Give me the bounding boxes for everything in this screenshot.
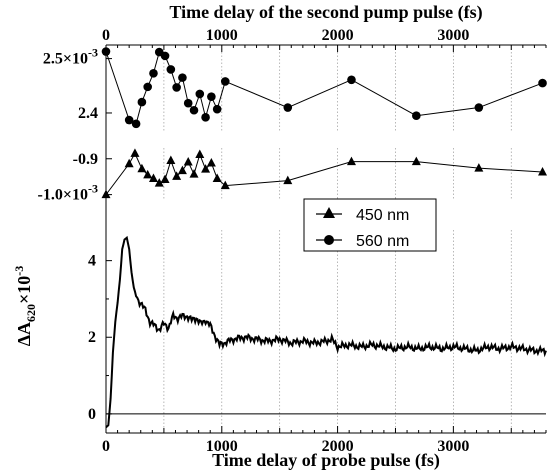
- bottom-y-tick-label: 0: [88, 406, 96, 423]
- data-point-triangle: [172, 171, 182, 180]
- bottom-y-ticks: 0 2 4: [88, 253, 112, 423]
- data-point-circle: [166, 65, 176, 74]
- data-point-triangle: [201, 164, 211, 173]
- data-point-triangle: [166, 155, 176, 165]
- data-point-triangle: [195, 149, 205, 158]
- data-point-circle: [124, 115, 134, 125]
- data-point-circle: [347, 75, 356, 85]
- data-point-triangle: [283, 175, 293, 185]
- data-point-triangle: [177, 165, 187, 175]
- data-point-circle: [172, 83, 181, 92]
- data-point-circle: [149, 68, 158, 78]
- bottom-x-ticks: 0 1000 2000 3000: [102, 426, 547, 455]
- series-line: [105, 51, 543, 125]
- top-grid: [163, 45, 512, 132]
- top-x-ticks: 0 1000 2000 3000: [102, 27, 547, 52]
- top-panel: Time delay of the second pump pulse (fs)…: [43, 2, 547, 132]
- y-tick-label: -0.9: [73, 151, 98, 168]
- data-point-triangle: [206, 158, 216, 167]
- middle-panel: -0.9 -1.0×10-3: [38, 148, 548, 204]
- top-x-tick-label: 2000: [322, 27, 354, 44]
- data-point-triangle: [220, 180, 230, 190]
- legend-label-560nm: 560 nm: [356, 233, 409, 250]
- data-point-circle: [137, 97, 147, 107]
- bottom-x-tick-label: 1000: [206, 438, 238, 455]
- bottom-grid: [163, 230, 512, 433]
- data-point-circle: [412, 111, 421, 120]
- middle-grid: [163, 148, 512, 200]
- data-point-triangle: [411, 156, 421, 166]
- data-point-triangle: [183, 156, 193, 166]
- data-point-triangle: [124, 158, 134, 168]
- data-point-triangle: [137, 163, 147, 173]
- top-x-tick-label: 3000: [437, 27, 469, 44]
- data-point-triangle: [189, 169, 199, 178]
- legend: 450 nm 560 nm: [303, 198, 437, 252]
- top-y-ticks: 2.4 2.5×10-3: [43, 46, 112, 122]
- data-point-triangle: [212, 173, 222, 182]
- data-point-triangle: [160, 174, 170, 184]
- top-x-tick-label: 0: [102, 27, 110, 44]
- data-point-circle: [195, 89, 205, 99]
- bottom-trace: [105, 235, 547, 429]
- data-point-circle: [189, 105, 199, 115]
- legend-circle-marker: [324, 235, 334, 245]
- legend-box: [303, 198, 437, 252]
- data-point-triangle: [538, 167, 548, 176]
- data-point-triangle: [474, 163, 484, 172]
- bottom-panel: 0 1000 2000 3000 0 2 4 Time delay of probe pu…: [12, 45, 547, 471]
- data-point-triangle: [346, 156, 356, 166]
- bottom-x-tick-label: 2000: [322, 438, 354, 455]
- data-point-circle: [212, 104, 222, 114]
- y-tick-label: 2.5×10-3: [43, 46, 98, 68]
- data-point-circle: [201, 113, 210, 122]
- data-point-circle: [183, 98, 193, 108]
- bottom-x-axis-title: Time delay of probe pulse (fs): [212, 450, 440, 471]
- y-tick-label: -1.0×10-3: [38, 182, 98, 204]
- data-point-triangle: [143, 169, 153, 179]
- data-point-triangle: [130, 148, 140, 157]
- data-point-triangle: [148, 173, 158, 182]
- bottom-y-tick-label: 2: [88, 329, 96, 346]
- bottom-y-axis-title: ΔA620×10-3: [12, 266, 38, 347]
- bottom-x-tick-label: 3000: [437, 438, 469, 455]
- y-tick-label: 2.4: [78, 105, 98, 122]
- legend-label-450nm: 450 nm: [356, 207, 409, 224]
- top-series-560nm: [101, 47, 547, 129]
- data-point-circle: [538, 78, 547, 88]
- bottom-y-tick-label: 4: [88, 253, 96, 270]
- data-point-circle: [178, 73, 187, 82]
- middle-series-450nm: [101, 148, 548, 199]
- top-x-axis-title: Time delay of the second pump pulse (fs): [169, 2, 482, 23]
- data-point-circle: [143, 82, 152, 92]
- top-x-tick-label: 1000: [206, 27, 238, 44]
- data-point-circle: [131, 119, 141, 129]
- trace-line: [105, 235, 547, 429]
- legend-triangle-marker: [323, 207, 335, 218]
- data-point-circle: [220, 77, 230, 86]
- data-point-circle: [283, 103, 293, 112]
- data-point-circle: [474, 103, 484, 112]
- data-point-circle: [207, 92, 216, 101]
- data-point-circle: [160, 51, 170, 61]
- bottom-x-tick-label: 0: [102, 438, 110, 455]
- middle-y-ticks: -0.9 -1.0×10-3: [38, 151, 112, 204]
- data-point-triangle: [154, 178, 164, 187]
